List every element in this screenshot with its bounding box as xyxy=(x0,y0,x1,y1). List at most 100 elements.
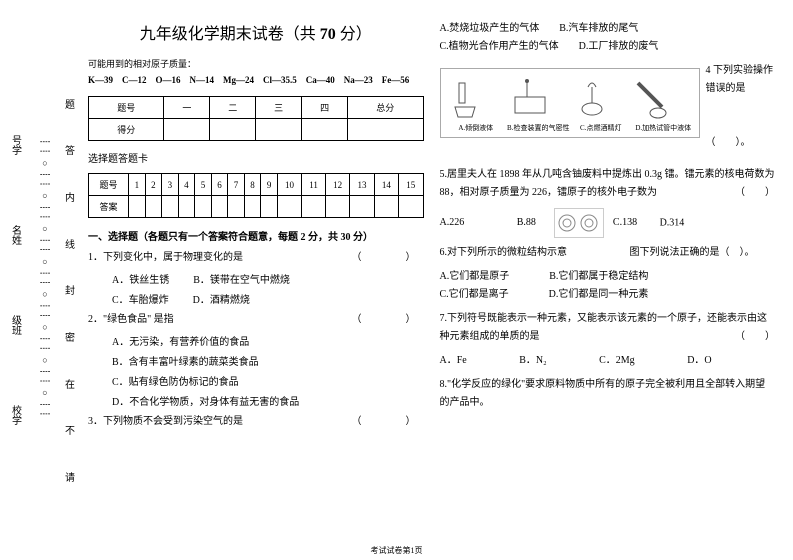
q4-text: 4 下列实验操作错误的是 xyxy=(706,65,774,94)
q4-text-side: 4 下列实验操作错误的是 （ ）。 xyxy=(700,62,776,152)
vl1: 题 xyxy=(65,96,75,111)
figC: C.点燃酒精灯 xyxy=(570,77,633,133)
q2d: D．不合化学物质，对身体有益无害的食品 xyxy=(112,393,299,413)
q7-text: 7.下列符号既能表示一种元素，又能表示该元素的一个原子，还能表示由这种元素组成的… xyxy=(440,313,768,342)
q6a: A.它们都是原子 xyxy=(440,271,510,282)
score-blank xyxy=(302,119,348,141)
heat-tube-icon xyxy=(632,77,695,121)
binding-margin: 号学 名姓 级班 校学 ┊┊○┊┊○┊┊○┊┊○┊┊○┊┊○┊┊○┊┊○┊┊ 题… xyxy=(0,0,80,560)
q2b: B．含有丰富叶绿素的蔬菜类食品 xyxy=(112,353,259,373)
ac-a: 答案 xyxy=(89,196,129,218)
acn: 12 xyxy=(325,174,349,196)
acn: 11 xyxy=(302,174,326,196)
ac-blank xyxy=(195,196,212,218)
acn: 6 xyxy=(211,174,228,196)
vl3: 内 xyxy=(65,189,75,204)
section-1-header: 一、选择题（各题只有一个答案符合题意，每题 2 分，共 30 分） xyxy=(88,228,424,243)
sc2: 二 xyxy=(210,97,256,119)
score-blank xyxy=(256,119,302,141)
ac-blank xyxy=(178,196,195,218)
figA-label: A.倾倒液体 xyxy=(458,124,493,132)
acn: 5 xyxy=(195,174,212,196)
score-blank xyxy=(164,119,210,141)
sc4: 四 xyxy=(302,97,348,119)
masses-label: 可能用到的相对原子质量： xyxy=(88,59,196,69)
q4-tail: （ ）。 xyxy=(706,137,751,148)
q1: 1．下列变化中，属于物理变化的是（ ） xyxy=(88,249,424,267)
vl6: 密 xyxy=(65,329,75,344)
main-content: 九年级化学期末试卷（共 70 分） 可能用到的相对原子质量： K—39 C—12… xyxy=(80,0,793,560)
q5-tail: （ ） xyxy=(735,184,775,202)
q5a: A.226 xyxy=(440,217,465,228)
q3-opts-right: A.焚烧垃圾产生的气体B.汽车排放的尾气 C.植物光合作用产生的气体D.工厂排放… xyxy=(440,20,776,56)
masses-values: K—39 C—12 O—16 N—14 Mg—24 Cl—35.5 Ca—40 … xyxy=(88,75,409,85)
r-a: A.焚烧垃圾产生的气体 xyxy=(440,23,540,34)
left-column: 九年级化学期末试卷（共 70 分） 可能用到的相对原子质量： K—39 C—12… xyxy=(80,20,432,555)
label-student-id: 号学 xyxy=(8,135,23,155)
q2-text: 2．"绿色食品" 是指 xyxy=(88,314,174,325)
q6d: D.它们都是同一种元素 xyxy=(549,289,649,300)
q8-text: 8."化学反应的绿化"要求原料物质中所有的原子完全被利用且全部转入期望的产品中。 xyxy=(440,379,766,408)
ac-blank xyxy=(129,196,146,218)
q7: 7.下列符号既能表示一种元素，又能表示该元素的一个原子，还能表示由这种元素组成的… xyxy=(440,310,776,346)
acn: 8 xyxy=(244,174,261,196)
right-column: A.焚烧垃圾产生的气体B.汽车排放的尾气 C.植物光合作用产生的气体D.工厂排放… xyxy=(432,20,784,555)
q6-opts: A.它们都是原子B.它们都属于稳定结构 C.它们都是离子D.它们都是同一种元素 xyxy=(440,268,776,304)
vl9: 请 xyxy=(65,469,75,484)
q4-figure: A.倾倒液体 B.检查装置的气密性 C.点燃酒精灯 D.加热试管中液体 xyxy=(440,68,700,138)
q7-opts: A．Fe B．N₂ C．2Mg D．O xyxy=(440,352,776,370)
dash-line: ┊┊○┊┊○┊┊○┊┊○┊┊○┊┊○┊┊○┊┊○┊┊ xyxy=(30,20,60,540)
q1d: D．酒精燃烧 xyxy=(193,291,250,311)
sc1: 一 xyxy=(164,97,210,119)
r-b: B.汽车排放的尾气 xyxy=(559,23,638,34)
page-footer: 考试试卷第1页 xyxy=(0,545,793,556)
q2c: C．贴有绿色防伪标记的食品 xyxy=(112,373,239,393)
ac-blank xyxy=(261,196,278,218)
acn: 9 xyxy=(261,174,278,196)
q1b: B．镁带在空气中燃烧 xyxy=(193,271,290,291)
acn: 1 xyxy=(129,174,146,196)
ac-blank xyxy=(244,196,261,218)
label-name: 名姓 xyxy=(8,225,23,245)
acn: 14 xyxy=(374,174,398,196)
answer-card-label: 选择题答题卡 xyxy=(88,151,424,169)
label-school: 校学 xyxy=(8,405,23,425)
q2-paren: （ ） xyxy=(352,311,424,329)
ac-blank xyxy=(325,196,349,218)
q2a: A．无污染，有营养价值的食品 xyxy=(112,333,249,353)
score-r2: 得分 xyxy=(89,119,164,141)
q6b: B.它们都属于稳定结构 xyxy=(549,271,648,282)
q3-paren: （ ） xyxy=(352,413,424,431)
label-class: 级班 xyxy=(8,315,23,335)
ac-blank xyxy=(162,196,179,218)
acn: 13 xyxy=(350,174,374,196)
sc5: 总分 xyxy=(348,97,423,119)
q1a: A．铁丝生锈 xyxy=(112,271,169,291)
r-d: D.工厂排放的废气 xyxy=(579,41,659,52)
q1-text: 1．下列变化中，属于物理变化的是 xyxy=(88,252,243,263)
acn: 3 xyxy=(162,174,179,196)
seal-line-labels: 题 答 内 线 封 密 在 不 请 xyxy=(60,20,80,540)
q5b: B.88 xyxy=(517,217,536,228)
figB: B.检查装置的气密性 xyxy=(507,77,570,133)
acn: 10 xyxy=(277,174,301,196)
q1-opts: A．铁丝生锈B．镁带在空气中燃烧 C．车胎爆炸D．酒精燃烧 xyxy=(88,271,424,311)
vl5: 封 xyxy=(65,282,75,297)
vl4: 线 xyxy=(65,236,75,251)
vl7: 在 xyxy=(65,376,75,391)
acn: 4 xyxy=(178,174,195,196)
q7a: A．Fe xyxy=(440,355,467,366)
q5-text: 5.居里夫人在 1898 年从几吨含铀废料中提炼出 0.3g 镭。镭元素的核电荷… xyxy=(440,169,775,198)
side-vertical-labels: 号学 名姓 级班 校学 xyxy=(0,20,30,540)
lamp-icon xyxy=(570,77,633,121)
vl2: 答 xyxy=(65,142,75,157)
q6: 6.对下列所示的微粒结构示意 图下列说法正确的是（ ）。 xyxy=(440,244,776,262)
ac-blank xyxy=(302,196,326,218)
ac-blank xyxy=(228,196,245,218)
figD-label: D.加热试管中液体 xyxy=(635,124,691,132)
acn: 7 xyxy=(228,174,245,196)
figB-label: B.检查装置的气密性 xyxy=(507,124,569,132)
title-text: 九年级化学期末试卷（共 xyxy=(140,26,320,43)
q7d: D．O xyxy=(687,355,711,366)
atomic-masses: 可能用到的相对原子质量： K—39 C—12 O—16 N—14 Mg—24 C… xyxy=(88,56,424,88)
